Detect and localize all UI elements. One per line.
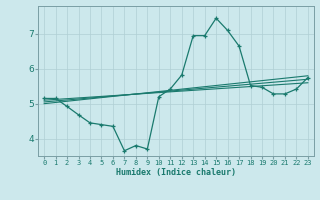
X-axis label: Humidex (Indice chaleur): Humidex (Indice chaleur) <box>116 168 236 177</box>
